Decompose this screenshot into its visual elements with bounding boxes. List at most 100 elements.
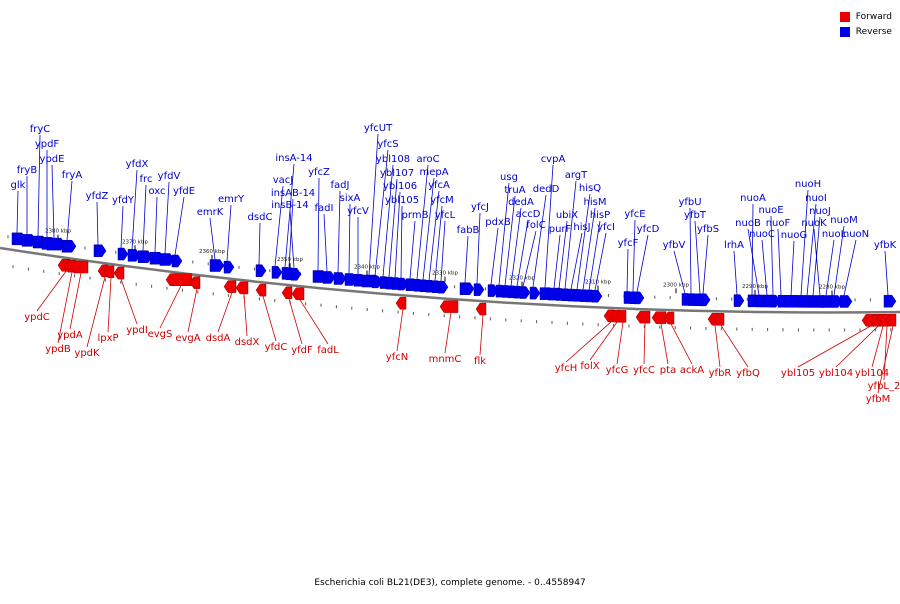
gene-arrow-yfcc[interactable] (635, 310, 651, 324)
gene-label-cvpa[interactable]: cvpA (541, 154, 566, 165)
gene-label-sixa[interactable]: sixA (340, 193, 361, 204)
gene-label-ypdc[interactable]: ypdC (24, 312, 50, 323)
gene-label-ypdf[interactable]: ypdF (35, 139, 60, 150)
gene-label-dedd[interactable]: dedD (533, 184, 560, 195)
gene-arrow-dedd[interactable] (529, 286, 541, 300)
gene-label-dsdc[interactable]: dsdC (248, 212, 273, 223)
gene-label-yfdc[interactable]: yfdC (265, 342, 288, 353)
gene-label-yfbk[interactable]: yfbK (874, 240, 897, 251)
gene-label-glk[interactable]: glk (11, 180, 26, 191)
gene-label-deda[interactable]: dedA (508, 197, 534, 208)
gene-arrow-dsdx[interactable] (235, 281, 249, 295)
gene-arrow-evga[interactable] (189, 276, 201, 289)
gene-label-ybl105[interactable]: ybl105 (781, 368, 815, 379)
gene-label-fabb[interactable]: fabB (457, 225, 480, 236)
gene-arrow-yfcl[interactable] (437, 280, 449, 294)
gene-label-yfbl-2[interactable]: yfbL_2 (868, 381, 900, 392)
gene-label-emry[interactable]: emrY (218, 194, 245, 205)
gene-label-prmb[interactable]: prmB (402, 210, 429, 221)
gene-label-yfbm[interactable]: yfbM (866, 394, 890, 405)
gene-label-lrha[interactable]: lrhA (724, 240, 744, 251)
gene-arrow-yfcj[interactable] (473, 283, 485, 296)
gene-arrow-flk[interactable] (475, 302, 487, 316)
gene-label-emrk[interactable]: emrK (197, 207, 224, 218)
gene-label-fryb[interactable]: fryB (17, 165, 38, 176)
gene-label-nuoi[interactable]: nuoI (805, 193, 827, 204)
gene-label-nuom[interactable]: nuoM (830, 215, 857, 226)
gene-label-nuof[interactable]: nuoF (766, 218, 791, 229)
gene-label-evgs[interactable]: evgS (148, 329, 173, 340)
gene-label-yfcm[interactable]: yfcM (430, 195, 454, 206)
gene-arrow-yfcn[interactable] (395, 296, 407, 310)
gene-arrow-emry[interactable] (223, 260, 235, 274)
gene-label-ypda[interactable]: ypdA (57, 330, 83, 341)
gene-label-yfcs[interactable]: yfcS (377, 139, 398, 150)
gene-label-nuok[interactable]: nuoK (801, 218, 827, 229)
gene-label-vacj[interactable]: vacJ (273, 175, 294, 186)
gene-arrow-yfbk[interactable] (883, 294, 897, 308)
gene-label-ybl104[interactable]: ybl104 (855, 368, 889, 379)
gene-label-nuoc[interactable]: nuoC (749, 229, 775, 240)
gene-label-yfcf[interactable]: yfcF (618, 238, 639, 249)
gene-arrow-yfdf[interactable] (281, 286, 293, 300)
gene-arrow-mnmc[interactable] (439, 300, 459, 313)
gene-label-acka[interactable]: ackA (680, 365, 704, 376)
gene-label-mepa[interactable]: mepA (419, 167, 448, 178)
gene-arrow-yfbq[interactable] (713, 313, 725, 326)
gene-arrow-yfcg[interactable] (615, 310, 627, 323)
gene-label-insa-14[interactable]: insA-14 (275, 153, 312, 164)
gene-label-nuob[interactable]: nuoB (735, 218, 761, 229)
gene-label-fryc[interactable]: fryC (30, 124, 51, 135)
gene-label-yfcut[interactable]: yfcUT (364, 123, 393, 134)
gene-arrow-fadi[interactable] (322, 271, 336, 284)
gene-arrow-dsdc[interactable] (255, 264, 267, 277)
gene-label-yfbv[interactable]: yfbV (663, 240, 686, 251)
gene-label-usg[interactable]: usg (500, 172, 518, 183)
gene-label-ypdb[interactable]: ypdB (45, 344, 71, 355)
gene-label-yfcg[interactable]: yfcG (606, 365, 629, 376)
gene-label-folc[interactable]: folC (526, 220, 545, 231)
gene-label-ybl107[interactable]: ybl107 (380, 168, 414, 179)
gene-label-yfbq[interactable]: yfbQ (736, 368, 760, 379)
gene-arrow-yfde[interactable] (171, 254, 183, 268)
gene-label-hisq[interactable]: hisQ (579, 183, 601, 194)
gene-label-yfbt[interactable]: yfbT (684, 210, 707, 221)
gene-label-insb-14[interactable]: insB-14 (271, 200, 309, 211)
gene-label-oxc[interactable]: oxc (148, 186, 165, 197)
gene-arrow-dsda[interactable] (223, 280, 237, 293)
gene-arrow-yfcd[interactable] (633, 291, 645, 305)
gene-label-nuon[interactable]: nuoN (843, 229, 869, 240)
gene-label-ybl106[interactable]: ybl106 (383, 181, 417, 192)
gene-label-folx[interactable]: folX (580, 361, 599, 372)
gene-arrow-yfdc[interactable] (255, 283, 267, 297)
gene-arrow-acka[interactable] (663, 311, 675, 325)
gene-label-yfch[interactable]: yfcH (555, 363, 577, 374)
gene-label-ybl105[interactable]: ybl105 (385, 195, 419, 206)
gene-arrow-yfdz[interactable] (93, 244, 107, 258)
gene-arrow-pta[interactable] (651, 311, 667, 324)
gene-arrow-fadj[interactable] (333, 272, 347, 285)
gene-label-frc[interactable]: frc (140, 174, 153, 185)
gene-arrow-lrha[interactable] (733, 294, 745, 307)
gene-label-hisp[interactable]: hisP (590, 210, 610, 221)
gene-arrow-lpxp[interactable] (103, 265, 115, 278)
gene-label-pta[interactable]: pta (660, 365, 676, 376)
gene-arrow-folc[interactable] (519, 286, 531, 299)
gene-label-yfbr[interactable]: yfbR (709, 368, 732, 379)
gene-label-flk[interactable]: flk (474, 356, 486, 367)
gene-arrow-fadl[interactable] (291, 287, 305, 301)
gene-label-yfci[interactable]: yfcI (597, 222, 615, 233)
gene-label-yfcc[interactable]: yfcC (633, 365, 655, 376)
gene-label-mnmc[interactable]: mnmC (429, 354, 462, 365)
gene-label-nuog[interactable]: nuoG (781, 230, 808, 241)
gene-label-evga[interactable]: evgA (175, 333, 200, 344)
gene-label-nuoa[interactable]: nuoA (740, 193, 766, 204)
gene-label-ypde[interactable]: ypdE (40, 154, 65, 165)
gene-label-nuoe[interactable]: nuoE (758, 205, 783, 216)
gene-label-nuoj[interactable]: nuoJ (809, 206, 831, 217)
gene-label-yfce[interactable]: yfcE (624, 209, 645, 220)
gene-label-yfbs[interactable]: yfbS (697, 224, 719, 235)
gene-label-trua[interactable]: truA (504, 185, 525, 196)
gene-label-yfcd[interactable]: yfcD (637, 224, 660, 235)
gene-arrow-ypda[interactable] (69, 260, 89, 274)
